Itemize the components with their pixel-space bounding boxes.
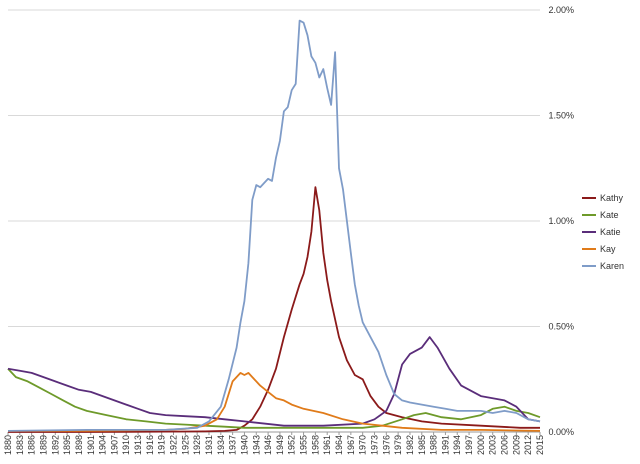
x-tick-label: 1925 <box>180 435 190 455</box>
x-tick-label: 1931 <box>204 435 214 455</box>
x-tick-label: 1934 <box>216 435 226 455</box>
legend-label-kay: Kay <box>600 244 616 254</box>
series-line-katie <box>7 336 541 427</box>
x-tick-label: 1979 <box>393 435 403 455</box>
x-tick-label: 1904 <box>98 435 108 455</box>
x-tick-label: 2006 <box>500 435 510 455</box>
x-tick-label: 1961 <box>322 435 332 455</box>
y-tick-label: 0.00% <box>548 427 574 437</box>
x-tick-label: 1991 <box>440 435 450 455</box>
y-tick-label: 1.00% <box>548 216 574 226</box>
x-tick-label: 2012 <box>523 435 533 455</box>
gridlines <box>8 9 540 433</box>
x-tick-label: 1913 <box>133 435 143 455</box>
series-line-karen <box>7 19 541 432</box>
x-tick-label: 1883 <box>15 435 25 455</box>
x-tick-label: 1886 <box>27 435 37 455</box>
series-lines <box>7 19 541 433</box>
x-tick-label: 1985 <box>417 435 427 455</box>
x-tick-label: 1937 <box>228 435 238 455</box>
x-tick-label: 1928 <box>192 435 202 455</box>
x-tick-label: 1946 <box>263 435 273 455</box>
x-tick-label: 1943 <box>251 435 261 455</box>
x-tick-label: 1982 <box>405 435 415 455</box>
x-tick-label: 1910 <box>121 435 131 455</box>
x-tick-label: 1958 <box>310 435 320 455</box>
x-tick-label: 1940 <box>239 435 249 455</box>
x-tick-label: 1907 <box>109 435 119 455</box>
x-tick-label: 1919 <box>157 435 167 455</box>
x-tick-labels: 1880 1883 1886 1889 1892 1895 1898 1901 1904 1907… <box>3 435 545 455</box>
x-tick-label: 1898 <box>74 435 84 455</box>
legend-label-karen: Karen <box>600 261 624 271</box>
x-tick-label: 1880 <box>3 435 13 455</box>
x-tick-label: 1967 <box>346 435 356 455</box>
legend: Kathy Kate Katie Kay Karen <box>582 193 624 271</box>
x-tick-label: 1889 <box>38 435 48 455</box>
x-tick-label: 1892 <box>50 435 60 455</box>
x-tick-label: 1952 <box>287 435 297 455</box>
x-tick-label: 1994 <box>452 435 462 455</box>
legend-label-katie: Katie <box>600 227 621 237</box>
x-tick-label: 1976 <box>381 435 391 455</box>
y-tick-label: 1.50% <box>548 111 574 121</box>
x-tick-label: 1916 <box>145 435 155 455</box>
x-tick-label: 1997 <box>464 435 474 455</box>
x-tick-label: 1964 <box>334 435 344 455</box>
series-line-kate <box>7 368 541 429</box>
y-tick-label: 2.00% <box>548 5 574 15</box>
x-tick-label: 1955 <box>299 435 309 455</box>
x-tick-label: 2015 <box>535 435 545 455</box>
legend-label-kate: Kate <box>600 210 619 220</box>
series-line-kay <box>8 371 541 432</box>
x-tick-label: 1895 <box>62 435 72 455</box>
x-tick-label: 1901 <box>86 435 96 455</box>
series-line-kathy <box>8 186 540 433</box>
y-tick-label: 0.50% <box>548 322 574 332</box>
x-tick-label: 1973 <box>369 435 379 455</box>
y-tick-labels: 0.00% 0.50% 1.00% 1.50% 2.00% <box>548 5 574 437</box>
x-tick-label: 1988 <box>429 435 439 455</box>
x-tick-label: 1949 <box>275 435 285 455</box>
legend-label-kathy: Kathy <box>600 193 624 203</box>
x-tick-label: 2003 <box>488 435 498 455</box>
x-tick-label: 1970 <box>358 435 368 455</box>
x-tick-label: 1922 <box>169 435 179 455</box>
x-tick-label: 2009 <box>511 435 521 455</box>
x-tick-label: 2000 <box>476 435 486 455</box>
